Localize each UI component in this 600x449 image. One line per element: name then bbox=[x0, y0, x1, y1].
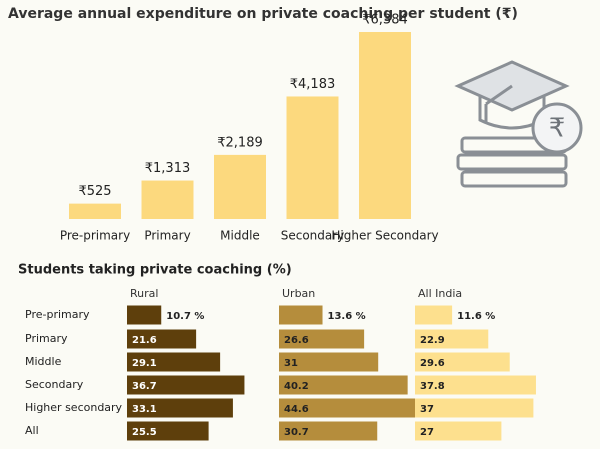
bar bbox=[415, 305, 453, 325]
bar bbox=[415, 329, 489, 349]
legend-label: Rural bbox=[130, 287, 158, 300]
legend-label: All India bbox=[418, 287, 462, 300]
x-tick-label: Secondary bbox=[281, 229, 345, 243]
row-label: Primary bbox=[25, 332, 68, 345]
value-label: ₹1,313 bbox=[145, 161, 191, 176]
value-label: 22.9 bbox=[420, 335, 445, 346]
bar bbox=[359, 32, 411, 219]
bar bbox=[279, 421, 378, 441]
legend-label: Urban bbox=[282, 287, 315, 300]
value-label: 21.6 bbox=[132, 335, 157, 346]
row-label: Pre-primary bbox=[25, 308, 90, 321]
bar bbox=[127, 398, 233, 418]
bar bbox=[279, 398, 422, 418]
value-label: 31 bbox=[284, 358, 298, 369]
value-label: 37.8 bbox=[420, 381, 445, 392]
bar bbox=[127, 352, 221, 372]
bar bbox=[279, 305, 323, 325]
x-tick-label: Pre-primary bbox=[60, 229, 130, 243]
value-label: 27 bbox=[420, 427, 434, 438]
value-label: 37 bbox=[420, 404, 434, 415]
value-label: 33.1 bbox=[132, 404, 157, 415]
bar bbox=[279, 375, 408, 395]
value-label: ₹2,189 bbox=[217, 135, 263, 150]
row-label: Secondary bbox=[25, 378, 84, 391]
bar bbox=[127, 305, 162, 325]
value-label: 29.1 bbox=[132, 358, 157, 369]
value-label: 13.6 % bbox=[328, 311, 366, 322]
bar bbox=[279, 329, 365, 349]
value-label: ₹4,183 bbox=[290, 77, 336, 92]
bar bbox=[69, 203, 121, 219]
bar bbox=[415, 352, 510, 372]
value-label: 36.7 bbox=[132, 381, 157, 392]
bar bbox=[415, 398, 534, 418]
chart-title: Students taking private coaching (%) bbox=[18, 263, 292, 278]
svg-text:₹: ₹ bbox=[549, 114, 566, 144]
x-tick-label: Primary bbox=[144, 229, 190, 243]
value-label: 29.6 bbox=[420, 358, 445, 369]
bar bbox=[127, 375, 245, 395]
value-label: 25.5 bbox=[132, 427, 157, 438]
bar bbox=[279, 352, 379, 372]
chart-title: Average annual expenditure on private co… bbox=[8, 6, 518, 22]
bar bbox=[127, 421, 209, 441]
cap-icon: ₹ bbox=[454, 60, 583, 188]
bar bbox=[415, 375, 536, 395]
row-label: All bbox=[25, 424, 39, 437]
row-label: Higher secondary bbox=[25, 401, 123, 414]
bar bbox=[286, 96, 339, 219]
x-tick-label: Middle bbox=[220, 229, 260, 243]
x-tick-label: Higher Secondary bbox=[331, 229, 438, 243]
bar bbox=[214, 154, 266, 219]
bar bbox=[141, 180, 194, 219]
value-label: 44.6 bbox=[284, 404, 309, 415]
value-label: ₹6,384 bbox=[362, 13, 408, 28]
value-label: 26.6 bbox=[284, 335, 309, 346]
value-label: 30.7 bbox=[284, 427, 309, 438]
row-label: Middle bbox=[25, 355, 62, 368]
bar bbox=[415, 421, 502, 441]
value-label: ₹525 bbox=[78, 184, 111, 199]
value-label: 10.7 % bbox=[166, 311, 204, 322]
value-label: 40.2 bbox=[284, 381, 309, 392]
bar bbox=[127, 329, 197, 349]
value-label: 11.6 % bbox=[457, 311, 495, 322]
